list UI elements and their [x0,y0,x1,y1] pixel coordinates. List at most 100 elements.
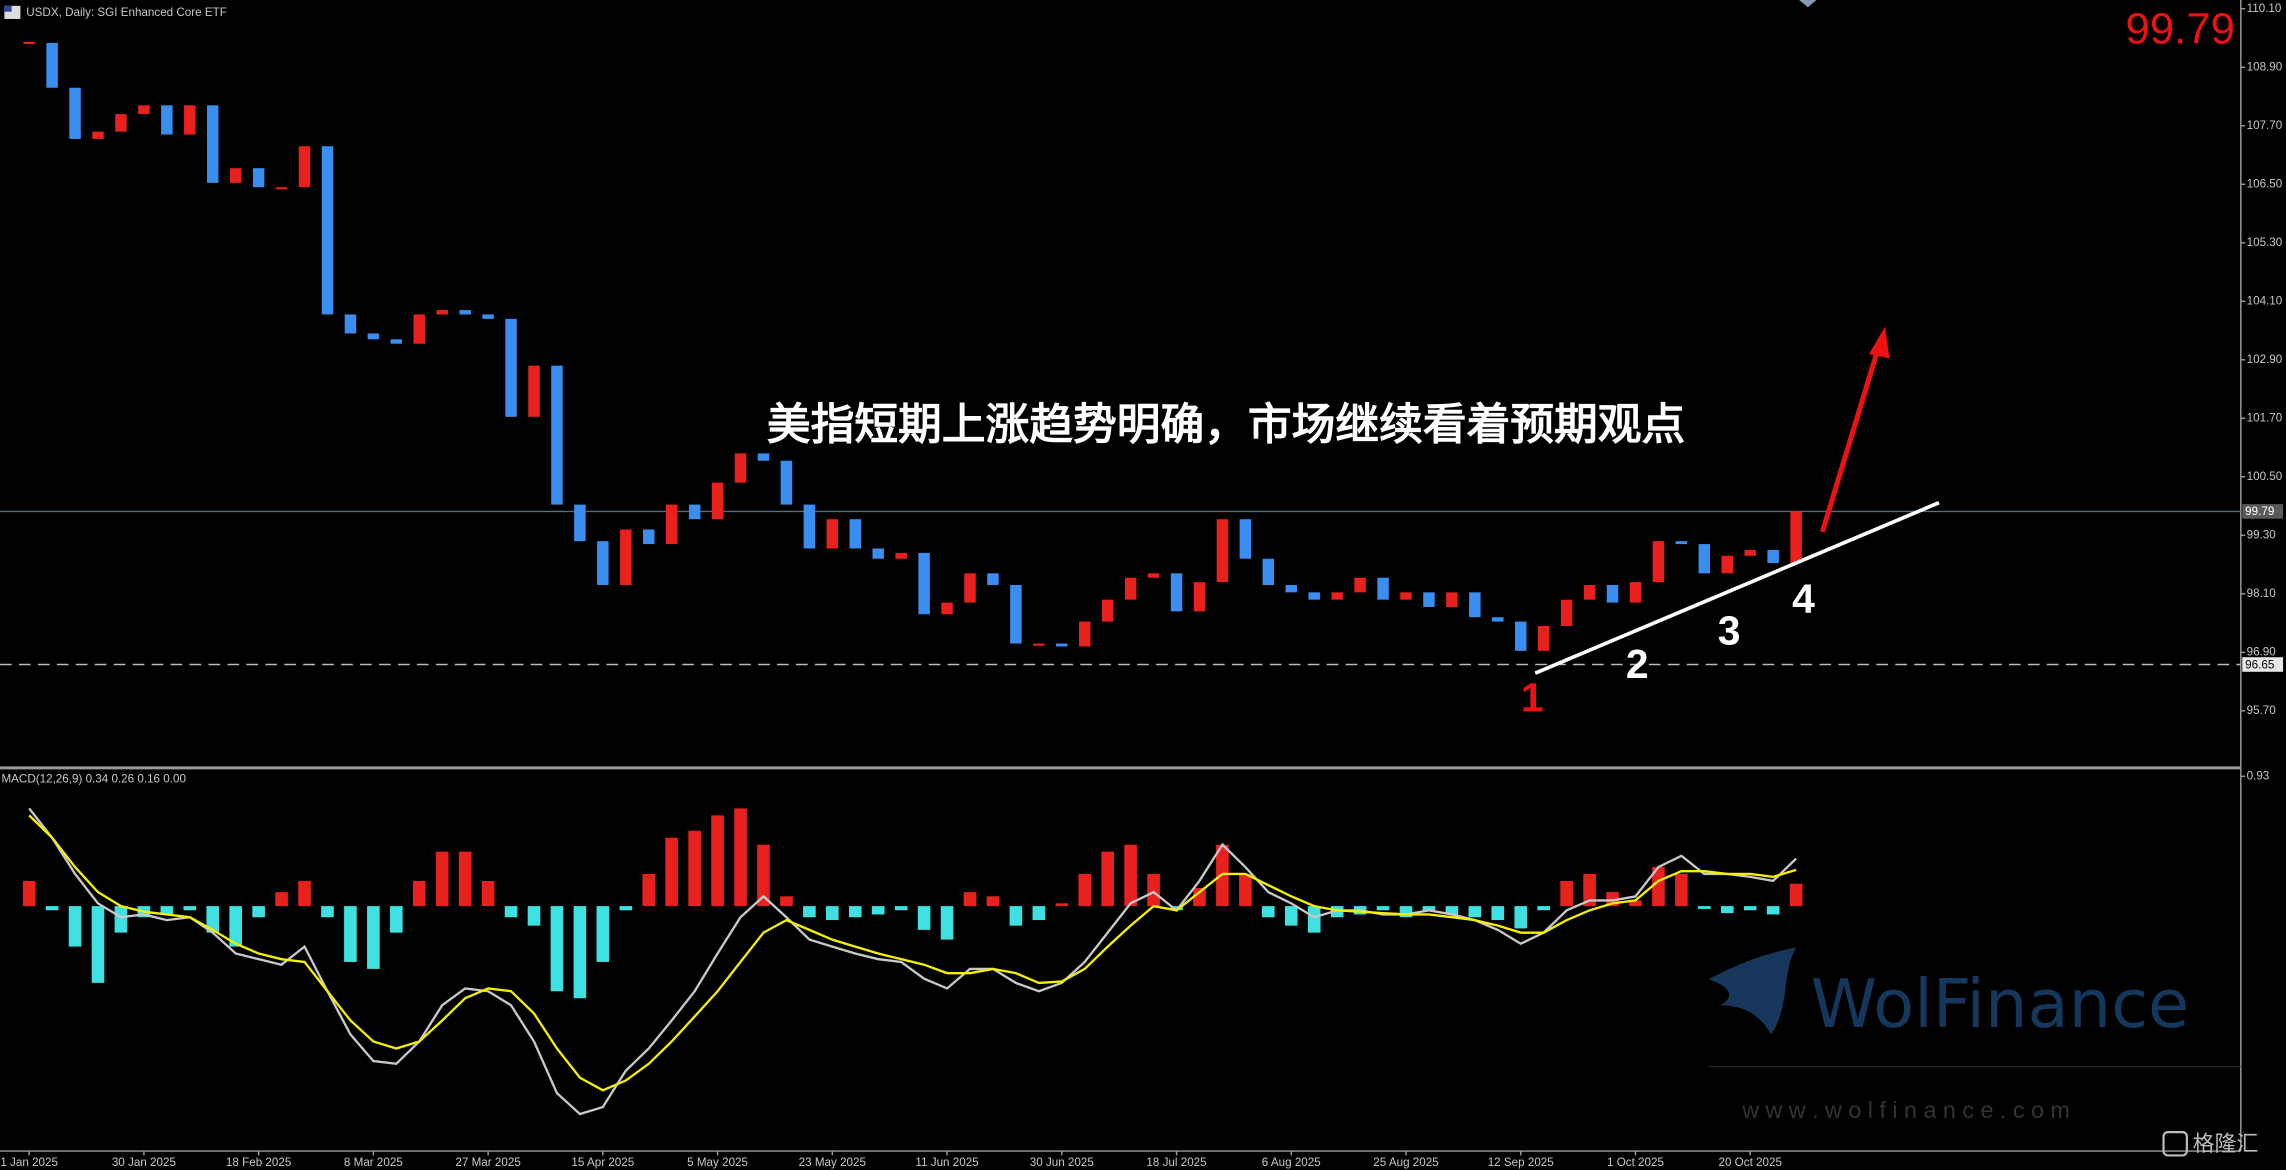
candle [528,365,540,417]
histogram-bar [940,906,954,940]
y-tick-label: 108.90 [2247,60,2283,73]
histogram-bar [1629,900,1642,907]
x-tick-label: 11 Jun 2025 [915,1156,978,1169]
histogram-bar [458,851,472,907]
histogram-bar [573,906,587,999]
histogram-bar [22,880,36,907]
candle [1239,519,1252,559]
candle [321,146,334,315]
point-label: 1 [1521,675,1544,721]
histogram-bar [757,844,770,907]
histogram-bar [390,906,403,933]
candle [1056,643,1068,647]
candle [620,529,632,586]
histogram-bar [711,815,724,907]
histogram-bar [1445,906,1459,915]
candle [1744,549,1756,556]
y-tick-label: 104.10 [2247,294,2283,307]
histogram-bar [1698,906,1711,909]
candle [161,105,173,135]
x-tick-label: 18 Feb 2025 [226,1156,291,1169]
candle [1010,585,1022,644]
histogram-bar [321,906,334,918]
candle [1079,621,1091,647]
histogram-bar [1789,883,1803,907]
histogram-bar [1193,887,1206,907]
candle [987,573,999,586]
candle [1721,555,1734,574]
y-tick-label: 98.10 [2247,587,2277,600]
histogram-bar [68,906,82,947]
histogram-bar [1560,880,1573,907]
histogram-bar [527,906,541,926]
candle [1537,625,1550,651]
candle [803,504,816,549]
histogram-bar [1307,906,1321,933]
candle [367,333,380,340]
histogram-bar [1652,867,1665,907]
histogram-bar [1399,906,1413,918]
signal-line [28,814,1797,1092]
histogram-bar [229,906,242,947]
price-tag-label: 99.79 [2245,505,2274,518]
candle [69,87,81,139]
macd-panel: 0.93 [22,769,2269,1116]
y-tick-label: 101.70 [2247,411,2283,424]
candle [1331,592,1343,600]
candle [941,602,953,615]
y-tick-label: 110.10 [2247,2,2282,15]
histogram-bar [435,851,449,907]
histogram-bar [1675,873,1688,907]
y-tick-label: 107.70 [2247,119,2283,132]
symbol-header: USDX, Daily: SGI Enhanced Core ETF [26,6,227,19]
candle [1170,573,1183,612]
histogram-bar [963,892,977,907]
y-tick-label: 95.70 [2247,704,2277,717]
x-tick-label: 12 Sep 2025 [1488,1156,1554,1169]
candle [344,314,357,334]
x-tick-label: 27 Mar 2025 [455,1156,520,1169]
candle [1354,577,1366,593]
histogram-bar [871,906,885,915]
histogram-bar [1720,906,1734,914]
histogram-bar [1583,873,1596,907]
candle [1147,573,1160,578]
histogram-bar [504,906,518,918]
candle [1767,549,1779,564]
candle [1400,592,1412,600]
candle [574,504,586,542]
candle [184,105,196,135]
candle [688,504,701,520]
histogram-bar [1766,906,1780,915]
current-price-label: 99.79 [2126,5,2235,54]
x-tick-label: 20 Oct 2025 [1718,1156,1781,1169]
candle [505,318,517,417]
histogram-bar [665,837,678,907]
histogram-bar [1078,873,1092,907]
candle [1560,599,1573,626]
y-tick-label: 100.50 [2247,470,2283,483]
histogram-bar [780,896,793,907]
y-tick-label: 99.30 [2247,528,2277,541]
candle [780,460,793,505]
histogram-bar [252,906,265,918]
candle [390,339,403,344]
candle [1308,592,1320,600]
histogram-bar [1422,906,1436,911]
watermark: WolFinance w w w . w o l f i n a n c e .… [1708,947,2241,1123]
shift-marker [1799,0,1817,8]
point-label: 3 [1718,608,1741,654]
candle [1033,643,1045,646]
histogram-bar [848,906,862,918]
candle [23,41,35,44]
candle [207,105,219,183]
histogram-bar [412,880,426,907]
x-tick-label: 6 Aug 2025 [1262,1156,1321,1169]
histogram-bar [183,906,197,911]
histogram-bar [1491,906,1505,921]
watermark-logo [1708,947,1797,1035]
candle [1285,585,1298,593]
x-tick-label: 18 Jul 2025 [1146,1156,1206,1169]
candle [275,187,288,190]
candle [1675,541,1688,545]
